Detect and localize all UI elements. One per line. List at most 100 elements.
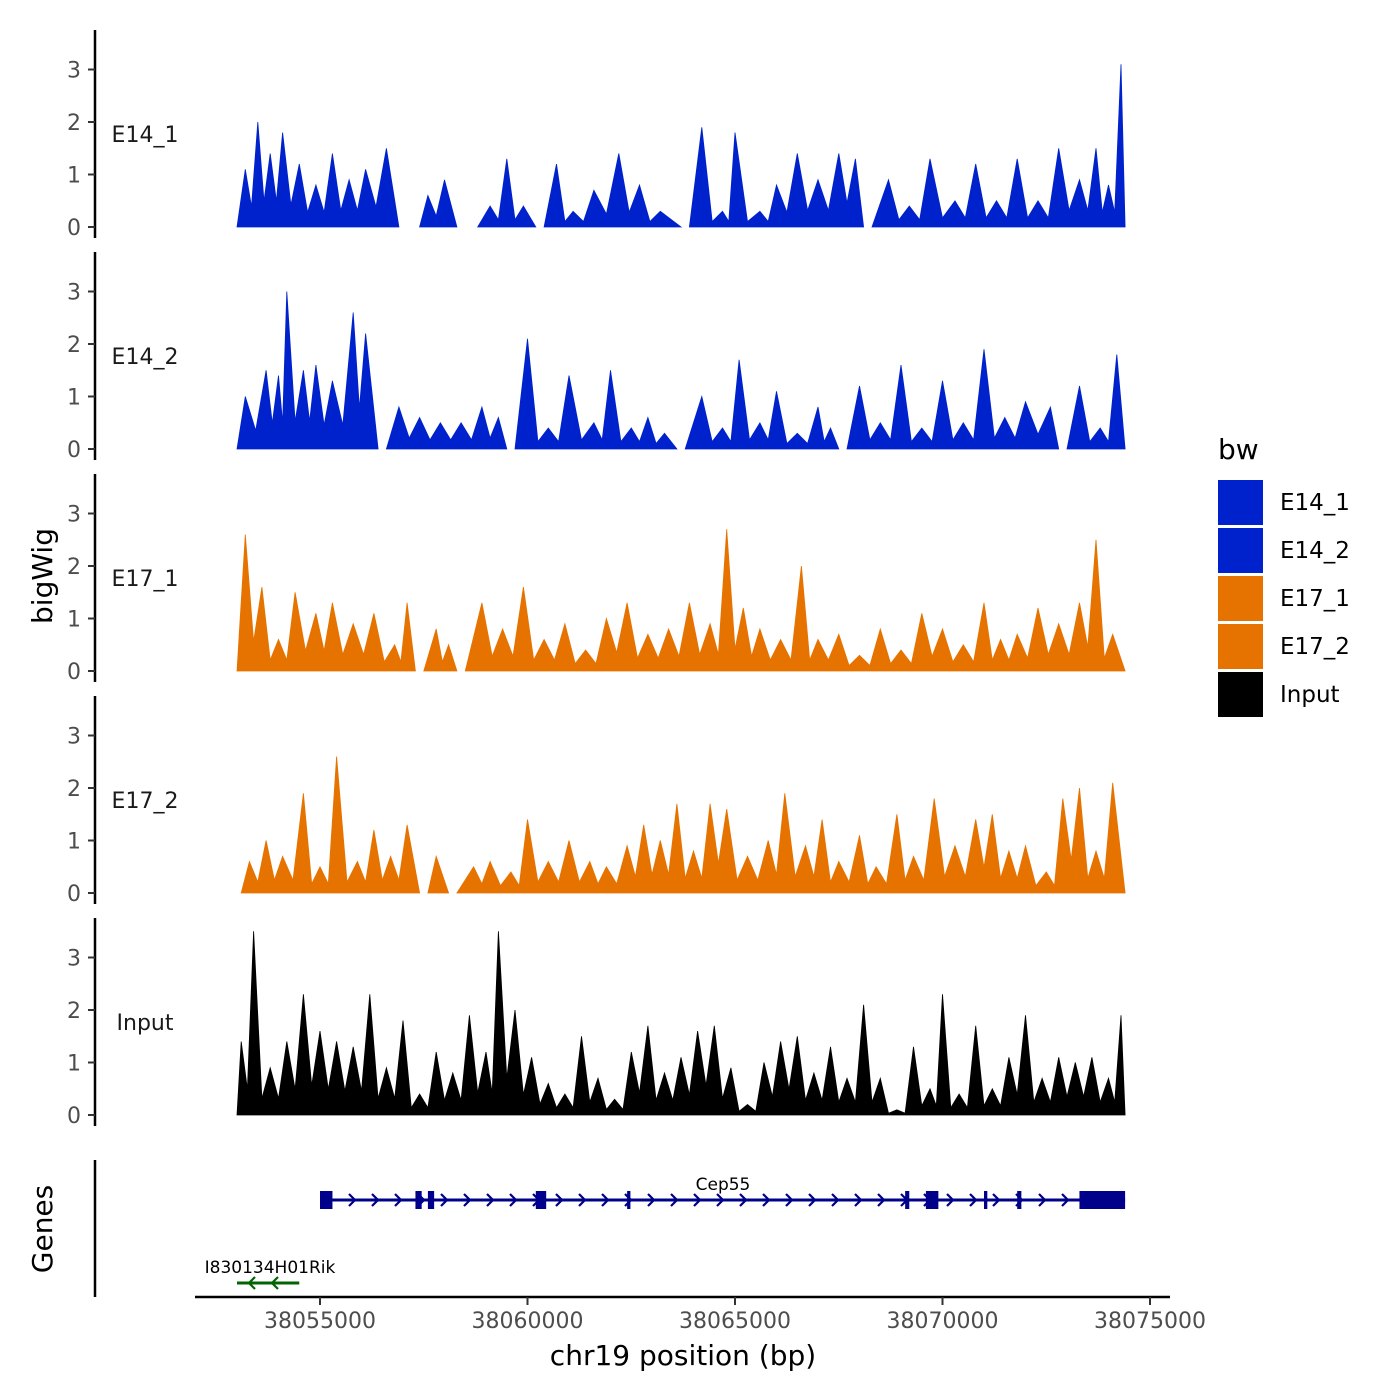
exon [535,1191,547,1209]
y-tick-label: 1 [67,386,81,411]
y-tick-label: 2 [67,333,81,358]
y-tick-label: 0 [67,660,81,685]
y-tick-label: 1 [67,164,81,189]
strand-arrow [371,1193,380,1207]
signal-area [236,121,400,228]
strand-arrow [348,1193,357,1207]
strand-arrow [647,1193,656,1207]
strand-arrow [601,1193,610,1207]
genes-axis-title: Genes [26,1185,59,1273]
strand-arrow [670,1193,679,1207]
strand-arrow [877,1193,886,1207]
strand-arrow [555,1193,564,1207]
exon [984,1191,988,1209]
strand-arrow [739,1193,748,1207]
y-tick-label: 2 [67,111,81,136]
legend-label: Input [1280,682,1340,708]
legend-label: E14_1 [1280,490,1350,516]
y-tick-label: 2 [67,777,81,802]
strand-arrow [247,1276,256,1290]
gene-label: Cep55 [696,1175,751,1195]
exon [1017,1191,1022,1209]
strand-arrow [1061,1193,1070,1207]
y-tick-label: 1 [67,608,81,633]
y-tick-label: 0 [67,216,81,241]
y-axis-title: bigWig [26,528,59,624]
y-tick-label: 3 [67,59,81,84]
strand-arrow [762,1193,771,1207]
x-tick-label: 38075000 [1094,1309,1206,1334]
x-tick-label: 38065000 [679,1309,791,1334]
legend-label: E17_1 [1280,586,1350,612]
strand-arrow [270,1276,279,1290]
track-label: E17_2 [112,789,179,814]
exon [627,1191,631,1209]
strand-arrow [969,1193,978,1207]
signal-area [427,854,450,894]
strand-arrow [578,1193,587,1207]
gene-label: I830134H01Rik [205,1258,336,1278]
y-tick-label: 3 [67,725,81,750]
signal-area [846,349,1060,450]
y-tick-label: 0 [67,882,81,907]
strand-arrow [693,1193,702,1207]
signal-area [240,756,421,894]
y-tick-label: 3 [67,503,81,528]
legend-swatch [1218,528,1263,573]
track-label: E14_2 [112,345,179,370]
track-label: E17_1 [112,567,179,592]
signal-area [476,158,537,228]
y-tick-label: 2 [67,555,81,580]
x-axis-title: chr19 position (bp) [550,1339,816,1372]
gene-i830134h01rik: I830134H01Rik [205,1258,336,1290]
exon [1079,1191,1126,1209]
strand-arrow [509,1193,518,1207]
strand-arrow [1038,1193,1047,1207]
legend-label: E14_2 [1280,538,1350,564]
signal-area [236,534,416,672]
strand-arrow [785,1193,794,1207]
exon [925,1191,939,1209]
signal-area [688,127,865,228]
strand-arrow [394,1193,403,1207]
signal-area [464,529,1126,672]
exon [415,1191,422,1209]
signal-area [684,359,840,450]
genes-panel: Cep55 I830134H01Rik [93,1160,1126,1297]
signal-area [871,64,1126,228]
x-tick-label: 38070000 [887,1309,999,1334]
signal-area [236,931,1126,1116]
exon [427,1191,435,1209]
track-label: Input [117,1011,174,1036]
legend-swatch [1218,672,1263,717]
gene-cep55: Cep55 [320,1175,1126,1209]
strand-arrow [624,1193,633,1207]
y-tick-label: 0 [67,438,81,463]
strand-arrow [992,1193,1001,1207]
y-tick-label: 0 [67,1104,81,1129]
signal-area [456,782,1126,894]
strand-arrow [808,1193,817,1207]
signal-area [543,153,683,228]
x-axis: 38055000 38060000 38065000 38070000 38075000 [195,1295,1206,1334]
strand-arrow [440,1193,449,1207]
exon [320,1191,333,1209]
strand-arrow [716,1193,725,1207]
track-panel-e17-1: 0 1 2 3 E17_1 [67,474,1126,685]
strand-arrow [831,1193,840,1207]
signal-area [236,291,379,450]
legend-swatch [1218,576,1263,621]
y-tick-label: 3 [67,281,81,306]
x-tick-label: 38060000 [472,1309,584,1334]
signal-area [385,405,508,450]
x-tick-label: 38055000 [264,1309,376,1334]
y-tick-label: 1 [67,830,81,855]
legend-swatch [1218,624,1263,669]
strand-arrow [946,1193,955,1207]
exon [905,1191,910,1209]
legend-title: bw [1218,433,1259,466]
strand-arrow [463,1193,472,1207]
signal-area [514,338,678,450]
track-label: E14_1 [112,123,179,148]
